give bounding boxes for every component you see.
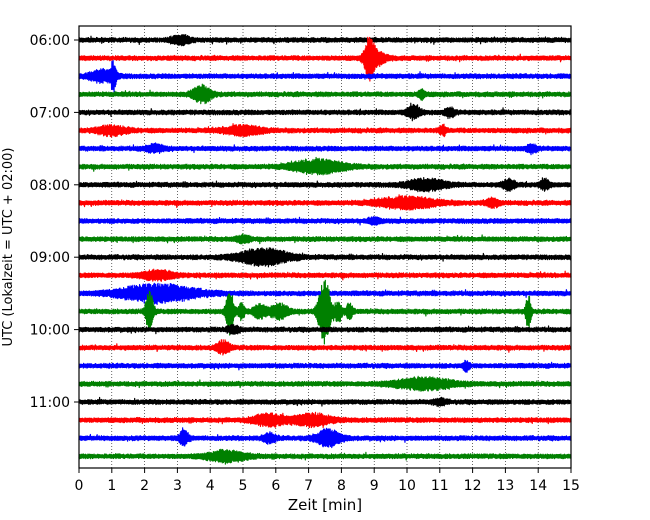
x-tick-label-10: 10 (398, 478, 416, 494)
trace-0900 (78, 247, 572, 268)
x-tick-label-6: 6 (271, 478, 280, 494)
trace-1015 (78, 339, 572, 356)
y-tick-label-0800: 08:00 (30, 178, 70, 194)
trace-0600 (78, 34, 572, 47)
trace-0645 (78, 83, 572, 105)
trace-0845 (78, 233, 572, 245)
trace-0730 (78, 142, 572, 156)
trace-1030 (78, 359, 572, 373)
x-tick-label-9: 9 (370, 478, 379, 494)
x-tick-label-14: 14 (529, 478, 547, 494)
trace-0915 (78, 268, 572, 282)
y-axis-label: UTC (Lokalzeit = UTC + 02:00) (1, 148, 16, 347)
y-tick-label-1100: 11:00 (30, 395, 70, 411)
x-tick-label-0: 0 (75, 478, 84, 494)
trace-1145 (78, 448, 572, 465)
x-tick-label-1: 1 (107, 478, 116, 494)
trace-0815 (78, 194, 572, 211)
x-tick-label-12: 12 (464, 478, 482, 494)
x-axis-label: Zeit [min] (288, 496, 362, 514)
trace-0745 (78, 156, 572, 176)
x-tick-label-8: 8 (337, 478, 346, 494)
x-tick-label-4: 4 (206, 478, 215, 494)
x-tick-label-11: 11 (431, 478, 449, 494)
trace-layer (78, 34, 572, 465)
plot-frame (78, 25, 572, 469)
x-axis: 0 1 2 3 4 5 6 7 8 9 10 11 12 13 14 15 (75, 468, 580, 494)
trace-0615 (78, 36, 572, 82)
y-tick-label-1000: 10:00 (30, 323, 70, 339)
y-tick-label-0700: 07:00 (30, 105, 70, 121)
trace-0630 (78, 60, 572, 93)
trace-0715 (78, 123, 572, 138)
x-tick-label-2: 2 (140, 478, 149, 494)
trace-0700 (78, 102, 572, 122)
y-axis: 06:00 07:00 08:00 09:00 10:00 11:00 (30, 33, 79, 411)
x-tick-label-15: 15 (562, 478, 580, 494)
y-tick-label-0600: 06:00 (30, 33, 70, 49)
trace-0830 (78, 216, 572, 226)
trace-1130 (78, 427, 572, 449)
x-tick-label-13: 13 (496, 478, 514, 494)
x-tick-label-5: 5 (239, 478, 248, 494)
trace-1115 (78, 411, 572, 429)
trace-0945 (78, 279, 572, 345)
x-tick-label-7: 7 (304, 478, 313, 494)
trace-0800 (78, 177, 572, 193)
trace-1045 (78, 375, 572, 392)
y-tick-label-0900: 09:00 (30, 250, 70, 266)
trace-1000 (78, 323, 572, 335)
trace-1100 (78, 396, 572, 408)
x-tick-label-3: 3 (173, 478, 182, 494)
